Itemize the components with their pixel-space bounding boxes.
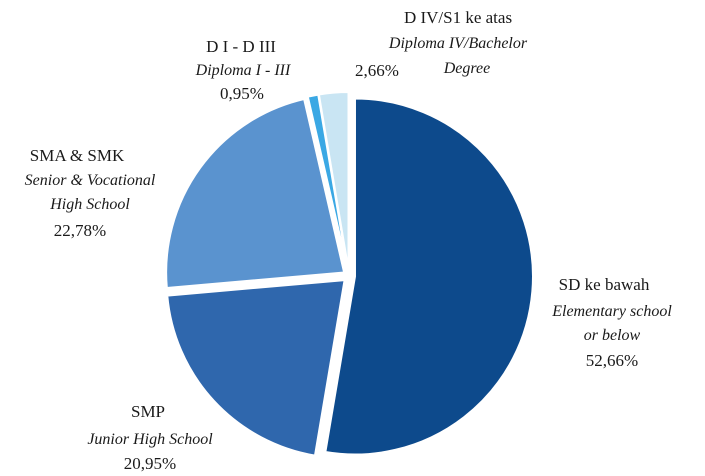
slice-d4s1 <box>317 91 350 271</box>
slice-sublabel-sd-1: Elementary school <box>551 303 672 320</box>
slice-label-sma: SMA & SMK <box>30 146 125 165</box>
slice-value-d4s1: 2,66% <box>355 61 399 80</box>
slice-value-d1d3: 0,95% <box>220 84 264 103</box>
slice-labels: SD ke bawah Elementary school or below 5… <box>25 8 673 473</box>
slice-sma <box>165 97 346 290</box>
slice-smp <box>166 278 346 457</box>
slice-sublabel-d1d3-1: Diploma I - III <box>195 62 291 79</box>
slice-sublabel-d4s1-1: Diploma IV/Bachelor <box>388 35 528 52</box>
slice-sublabel-sma-2: High School <box>49 196 130 213</box>
slice-sd <box>324 97 534 456</box>
slice-sublabel-sd-2: or below <box>584 327 641 344</box>
slice-label-d4s1: D IV/S1 ke atas <box>404 8 512 27</box>
slice-label-d1d3: D I - D III <box>206 37 276 56</box>
pie-slices <box>165 91 534 457</box>
slice-value-smp: 20,95% <box>124 454 176 473</box>
slice-label-smp: SMP <box>131 402 165 421</box>
slice-sublabel-d4s1-2: Degree <box>443 60 491 77</box>
slice-label-sd: SD ke bawah <box>559 275 650 294</box>
slice-value-sd: 52,66% <box>586 351 638 370</box>
slice-sublabel-sma-1: Senior & Vocational <box>25 172 156 189</box>
slice-value-sma: 22,78% <box>54 221 106 240</box>
slice-sublabel-smp-1: Junior High School <box>87 431 213 448</box>
